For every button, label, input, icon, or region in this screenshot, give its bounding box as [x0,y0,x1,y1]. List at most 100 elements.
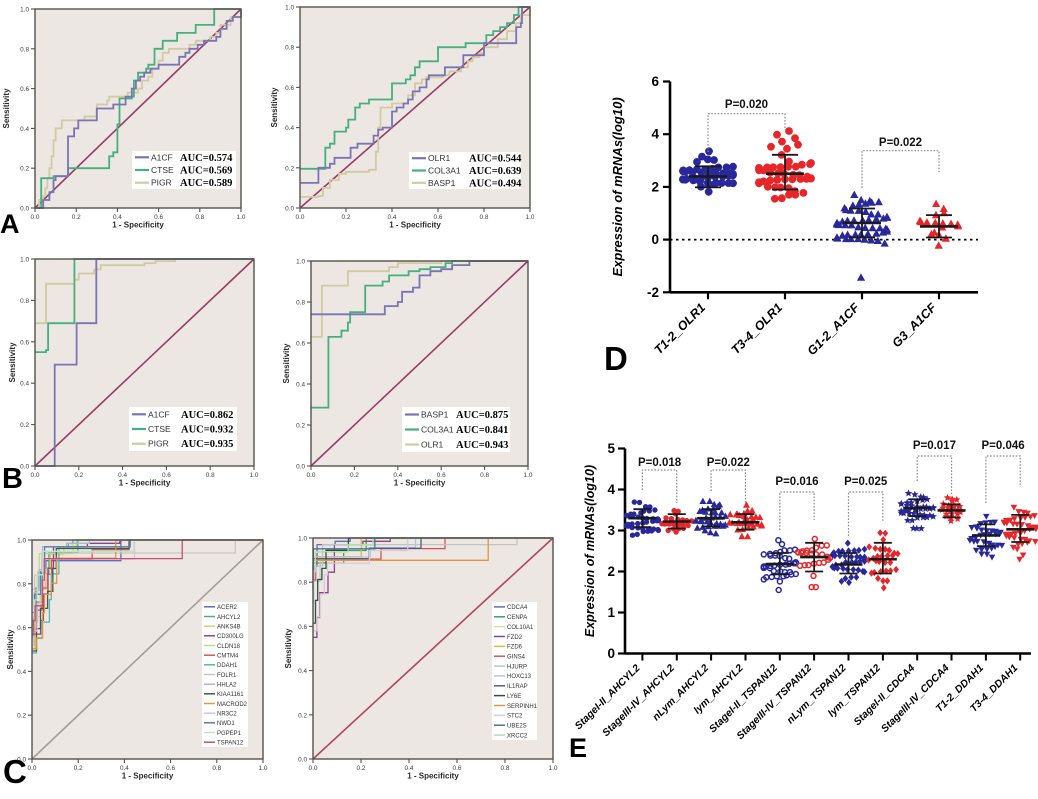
svg-text:4: 4 [607,482,615,497]
svg-text:0.6: 0.6 [434,214,443,221]
svg-text:NR3C2: NR3C2 [217,712,237,718]
svg-text:AUC=0.639: AUC=0.639 [469,166,521,177]
svg-text:0.4: 0.4 [118,472,127,479]
svg-text:1 - Specificity: 1 - Specificity [394,479,446,488]
svg-text:0.0: 0.0 [20,206,29,213]
svg-text:P=0.017: P=0.017 [913,440,956,452]
svg-text:0.0: 0.0 [20,464,29,471]
svg-text:0.6: 0.6 [166,765,175,772]
svg-text:BASP1: BASP1 [421,410,449,420]
svg-text:0.4: 0.4 [388,214,397,221]
svg-text:P=0.025: P=0.025 [844,476,888,488]
svg-text:CTSE: CTSE [151,165,174,175]
svg-text:AUC=0.935: AUC=0.935 [181,439,233,450]
svg-text:AHCYL2: AHCYL2 [217,615,241,621]
svg-text:A1CF: A1CF [151,152,173,162]
svg-text:0.4: 0.4 [393,472,402,479]
svg-text:CDCA4: CDCA4 [507,605,528,611]
svg-text:COL3A1: COL3A1 [421,425,454,435]
svg-text:1.0: 1.0 [285,5,294,12]
svg-text:0.0: 0.0 [296,464,305,471]
svg-text:PIGR: PIGR [148,439,169,449]
svg-text:0.0: 0.0 [285,206,294,213]
svg-text:0.8: 0.8 [501,765,510,772]
svg-text:1.0: 1.0 [259,765,268,772]
svg-text:1.0: 1.0 [549,765,558,772]
svg-text:P=0.022: P=0.022 [879,137,922,149]
svg-text:-2: -2 [647,285,659,300]
svg-text:A1CF: A1CF [148,409,170,419]
svg-text:0.8: 0.8 [206,472,215,479]
svg-text:BASP1: BASP1 [428,178,456,188]
svg-text:DDAH1: DDAH1 [217,663,238,669]
svg-text:Sensitivity: Sensitivity [282,343,291,384]
svg-text:FZD6: FZD6 [507,645,523,651]
svg-text:CTSE: CTSE [148,424,171,434]
svg-text:Sensitivity: Sensitivity [6,629,15,670]
svg-text:0.0: 0.0 [307,472,316,479]
svg-text:0.6: 0.6 [154,214,163,221]
svg-text:0: 0 [607,646,615,661]
svg-text:0.8: 0.8 [480,472,489,479]
svg-text:CMTM4: CMTM4 [217,654,239,660]
svg-text:0.2: 0.2 [357,765,366,772]
svg-text:XRCC2: XRCC2 [507,733,528,739]
svg-text:0.8: 0.8 [298,580,307,587]
svg-text:SERPINH1: SERPINH1 [507,704,538,710]
svg-text:AUC=0.841: AUC=0.841 [456,425,508,436]
svg-text:CLDN18: CLDN18 [217,644,241,650]
svg-text:FZD2: FZD2 [507,635,523,641]
svg-text:1.0: 1.0 [526,214,535,221]
svg-text:AUC=0.494: AUC=0.494 [469,178,522,189]
svg-text:GINS4: GINS4 [507,655,526,661]
svg-text:1 - Specificity: 1 - Specificity [407,772,459,781]
svg-text:OLR1: OLR1 [428,153,450,163]
svg-text:OLR1: OLR1 [421,440,443,450]
svg-text:0.8: 0.8 [17,581,26,588]
svg-text:1.0: 1.0 [296,259,305,266]
svg-text:AUC=0.932: AUC=0.932 [181,425,233,436]
svg-text:0.0: 0.0 [31,214,40,221]
svg-text:0.4: 0.4 [120,765,129,772]
svg-text:1.0: 1.0 [250,472,259,479]
svg-text:CD300LG: CD300LG [217,634,244,640]
svg-text:0.8: 0.8 [195,214,204,221]
svg-text:4: 4 [651,127,659,142]
svg-text:0.4: 0.4 [20,126,29,133]
svg-text:0.4: 0.4 [113,214,122,221]
svg-text:P=0.018: P=0.018 [638,457,682,469]
svg-text:6: 6 [651,74,659,89]
svg-text:AUC=0.875: AUC=0.875 [456,410,508,421]
svg-text:0.0: 0.0 [298,757,307,764]
svg-text:Sensitivity: Sensitivity [270,87,279,128]
svg-text:3: 3 [607,523,615,538]
svg-text:0.2: 0.2 [298,712,307,719]
svg-text:A: A [0,209,20,239]
svg-text:Sensitivity: Sensitivity [2,88,11,129]
svg-text:1 - Specificity: 1 - Specificity [112,221,164,230]
svg-text:P=0.022: P=0.022 [707,457,750,469]
svg-text:0.4: 0.4 [17,669,26,676]
svg-text:0.8: 0.8 [296,300,305,307]
svg-text:0.2: 0.2 [342,214,351,221]
svg-text:0.6: 0.6 [298,624,307,631]
svg-text:TSPAN12: TSPAN12 [217,741,244,747]
svg-text:P=0.016: P=0.016 [775,476,818,488]
svg-text:FOLR1: FOLR1 [217,673,237,679]
svg-text:0.0: 0.0 [296,214,305,221]
svg-text:AUC=0.544: AUC=0.544 [469,154,522,165]
svg-text:0.4: 0.4 [298,668,307,675]
svg-text:PIGR: PIGR [151,178,172,188]
svg-text:0.8: 0.8 [212,765,221,772]
svg-text:0.0: 0.0 [17,757,26,764]
svg-text:LY6E: LY6E [507,694,521,700]
svg-text:0.8: 0.8 [20,46,29,53]
svg-text:B: B [2,463,23,495]
svg-text:HJURP: HJURP [507,664,527,670]
svg-text:STC2: STC2 [507,714,523,720]
svg-text:1.0: 1.0 [237,214,246,221]
svg-text:IL1RAP: IL1RAP [507,684,528,690]
svg-text:5: 5 [607,441,615,456]
svg-text:1 - Specificity: 1 - Specificity [119,479,171,488]
svg-text:0.6: 0.6 [437,472,446,479]
